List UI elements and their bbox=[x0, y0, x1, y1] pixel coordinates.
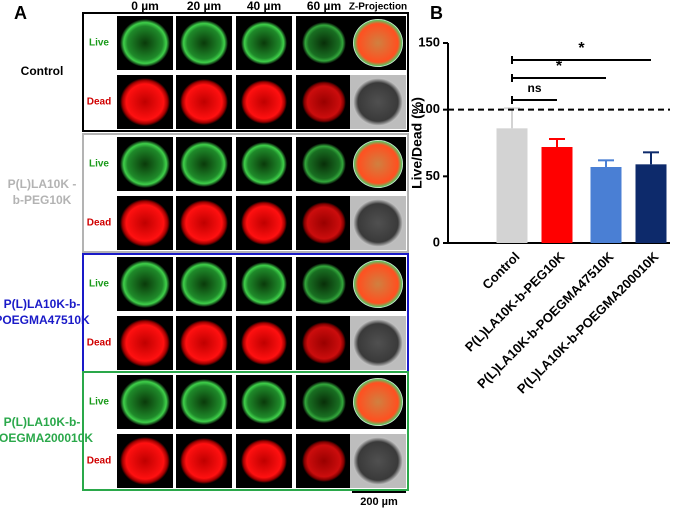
spheroid bbox=[180, 438, 228, 484]
y-tick-label: 0 bbox=[433, 234, 440, 249]
group-label: POEGMA47510K bbox=[0, 313, 90, 327]
spheroid bbox=[241, 439, 287, 483]
panel-letter: A bbox=[14, 3, 27, 23]
spheroid bbox=[120, 19, 170, 67]
spheroid bbox=[180, 79, 228, 125]
panel-letter: B bbox=[430, 3, 443, 23]
row-label: Live bbox=[89, 38, 109, 49]
spheroid bbox=[241, 21, 287, 65]
significance-label: ns bbox=[527, 81, 541, 95]
spheroid bbox=[302, 263, 346, 305]
significance-label: * bbox=[556, 58, 563, 75]
spheroid bbox=[180, 200, 228, 246]
spheroid bbox=[180, 261, 228, 307]
group-label: b-PEG10K bbox=[13, 193, 72, 207]
spheroid bbox=[302, 22, 346, 64]
column-header: 60 µm bbox=[307, 0, 341, 13]
spheroid bbox=[353, 140, 403, 188]
scale-bar-label: 200 µm bbox=[360, 496, 398, 508]
spheroid bbox=[120, 199, 170, 247]
spheroid bbox=[241, 142, 287, 186]
bar bbox=[496, 128, 528, 243]
x-tick-label: Control bbox=[479, 249, 522, 292]
column-header: Z-Projection bbox=[349, 2, 407, 13]
group-label: Control bbox=[21, 64, 64, 78]
spheroid bbox=[120, 319, 170, 367]
spheroid bbox=[353, 19, 403, 67]
group-label: POEGMA200010K bbox=[0, 431, 93, 445]
spheroid bbox=[353, 199, 403, 247]
significance-label: * bbox=[578, 40, 585, 57]
bar bbox=[635, 164, 667, 243]
spheroid bbox=[353, 319, 403, 367]
spheroid bbox=[180, 379, 228, 425]
bar bbox=[590, 167, 622, 243]
spheroid bbox=[180, 20, 228, 66]
row-label: Dead bbox=[87, 456, 111, 467]
spheroid bbox=[302, 381, 346, 423]
group-frame bbox=[82, 133, 409, 253]
row-label: Dead bbox=[87, 338, 111, 349]
spheroid bbox=[120, 378, 170, 426]
spheroid bbox=[302, 440, 346, 482]
spheroid bbox=[353, 437, 403, 485]
spheroid bbox=[120, 78, 170, 126]
spheroid bbox=[241, 321, 287, 365]
bar bbox=[541, 147, 573, 243]
group-frame bbox=[82, 12, 409, 132]
group-label: P(L)LA10K-b- bbox=[4, 415, 81, 429]
spheroid bbox=[241, 80, 287, 124]
group-label: P(L)LA10K-b- bbox=[4, 297, 81, 311]
y-tick-label: 100 bbox=[418, 101, 440, 116]
row-label: Live bbox=[89, 279, 109, 290]
spheroid bbox=[302, 322, 346, 364]
spheroid bbox=[302, 143, 346, 185]
y-tick-label: 50 bbox=[426, 168, 440, 183]
spheroid bbox=[241, 380, 287, 424]
row-label: Live bbox=[89, 159, 109, 170]
spheroid bbox=[120, 260, 170, 308]
y-tick-label: 150 bbox=[418, 34, 440, 49]
spheroid bbox=[302, 81, 346, 123]
column-header: 20 µm bbox=[187, 0, 221, 13]
spheroid bbox=[353, 378, 403, 426]
group-label: P(L)LA10K - bbox=[8, 177, 77, 191]
column-header: 40 µm bbox=[247, 0, 281, 13]
spheroid bbox=[180, 141, 228, 187]
spheroid bbox=[180, 320, 228, 366]
spheroid bbox=[120, 437, 170, 485]
y-axis-label: Live/Dead (%) bbox=[409, 97, 425, 189]
spheroid bbox=[120, 140, 170, 188]
row-label: Live bbox=[89, 397, 109, 408]
group-frame bbox=[82, 371, 409, 491]
row-label: Dead bbox=[87, 218, 111, 229]
spheroid bbox=[241, 262, 287, 306]
row-label: Dead bbox=[87, 97, 111, 108]
spheroid bbox=[241, 201, 287, 245]
spheroid bbox=[302, 202, 346, 244]
column-header: 0 µm bbox=[131, 0, 159, 13]
spheroid bbox=[353, 260, 403, 308]
spheroid bbox=[353, 78, 403, 126]
